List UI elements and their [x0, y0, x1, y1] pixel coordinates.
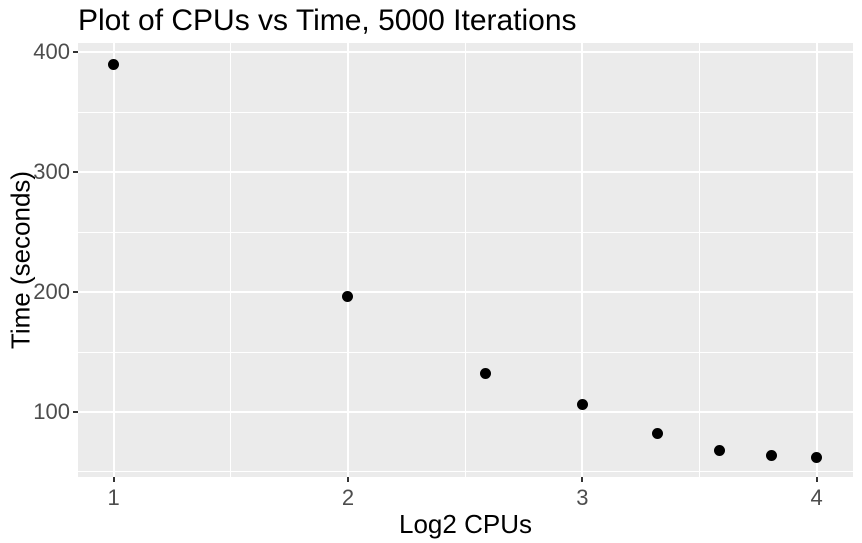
- y-tick-mark: [73, 411, 78, 414]
- minor-gridline-x: [230, 43, 232, 477]
- y-tick-label: 400: [33, 39, 70, 65]
- x-tick-label: 1: [107, 485, 120, 510]
- major-gridline-x: [112, 43, 115, 477]
- minor-gridline-y: [78, 471, 853, 473]
- data-point: [576, 399, 588, 411]
- y-tick-label: 100: [33, 399, 70, 425]
- x-axis-title: Log2 CPUs: [399, 509, 532, 539]
- data-point: [713, 444, 725, 456]
- major-gridline-y: [78, 411, 853, 414]
- minor-gridline-y: [78, 231, 853, 233]
- major-gridline-x: [815, 43, 818, 477]
- data-point: [108, 58, 120, 70]
- chart-title: Plot of CPUs vs Time, 5000 Iterations: [78, 4, 577, 37]
- data-point: [652, 428, 664, 440]
- x-tick-mark: [815, 477, 818, 482]
- data-point: [342, 291, 354, 303]
- x-tick-label: 4: [810, 485, 823, 510]
- x-tick-mark: [112, 477, 115, 482]
- y-tick-label: 300: [33, 159, 70, 185]
- y-tick-mark: [73, 291, 78, 294]
- major-gridline-y: [78, 51, 853, 54]
- data-point: [479, 368, 491, 380]
- minor-gridline-y: [78, 351, 853, 353]
- major-gridline-y: [78, 291, 853, 294]
- major-gridline-y: [78, 171, 853, 174]
- minor-gridline-y: [78, 111, 853, 113]
- x-tick-label: 3: [576, 485, 589, 510]
- y-axis-title: Time (seconds): [5, 170, 36, 350]
- minor-gridline-x: [698, 43, 700, 477]
- y-tick-mark: [73, 171, 78, 174]
- x-tick-label: 2: [341, 485, 355, 510]
- major-gridline-x: [581, 43, 584, 477]
- plot-panel: [78, 43, 853, 477]
- x-tick-mark: [346, 477, 349, 482]
- x-tick-mark: [581, 477, 584, 482]
- major-gridline-x: [346, 43, 349, 477]
- y-tick-label: 200: [33, 279, 70, 305]
- minor-gridline-x: [464, 43, 466, 477]
- data-point: [811, 452, 823, 464]
- data-point: [765, 449, 777, 461]
- y-tick-mark: [73, 51, 78, 54]
